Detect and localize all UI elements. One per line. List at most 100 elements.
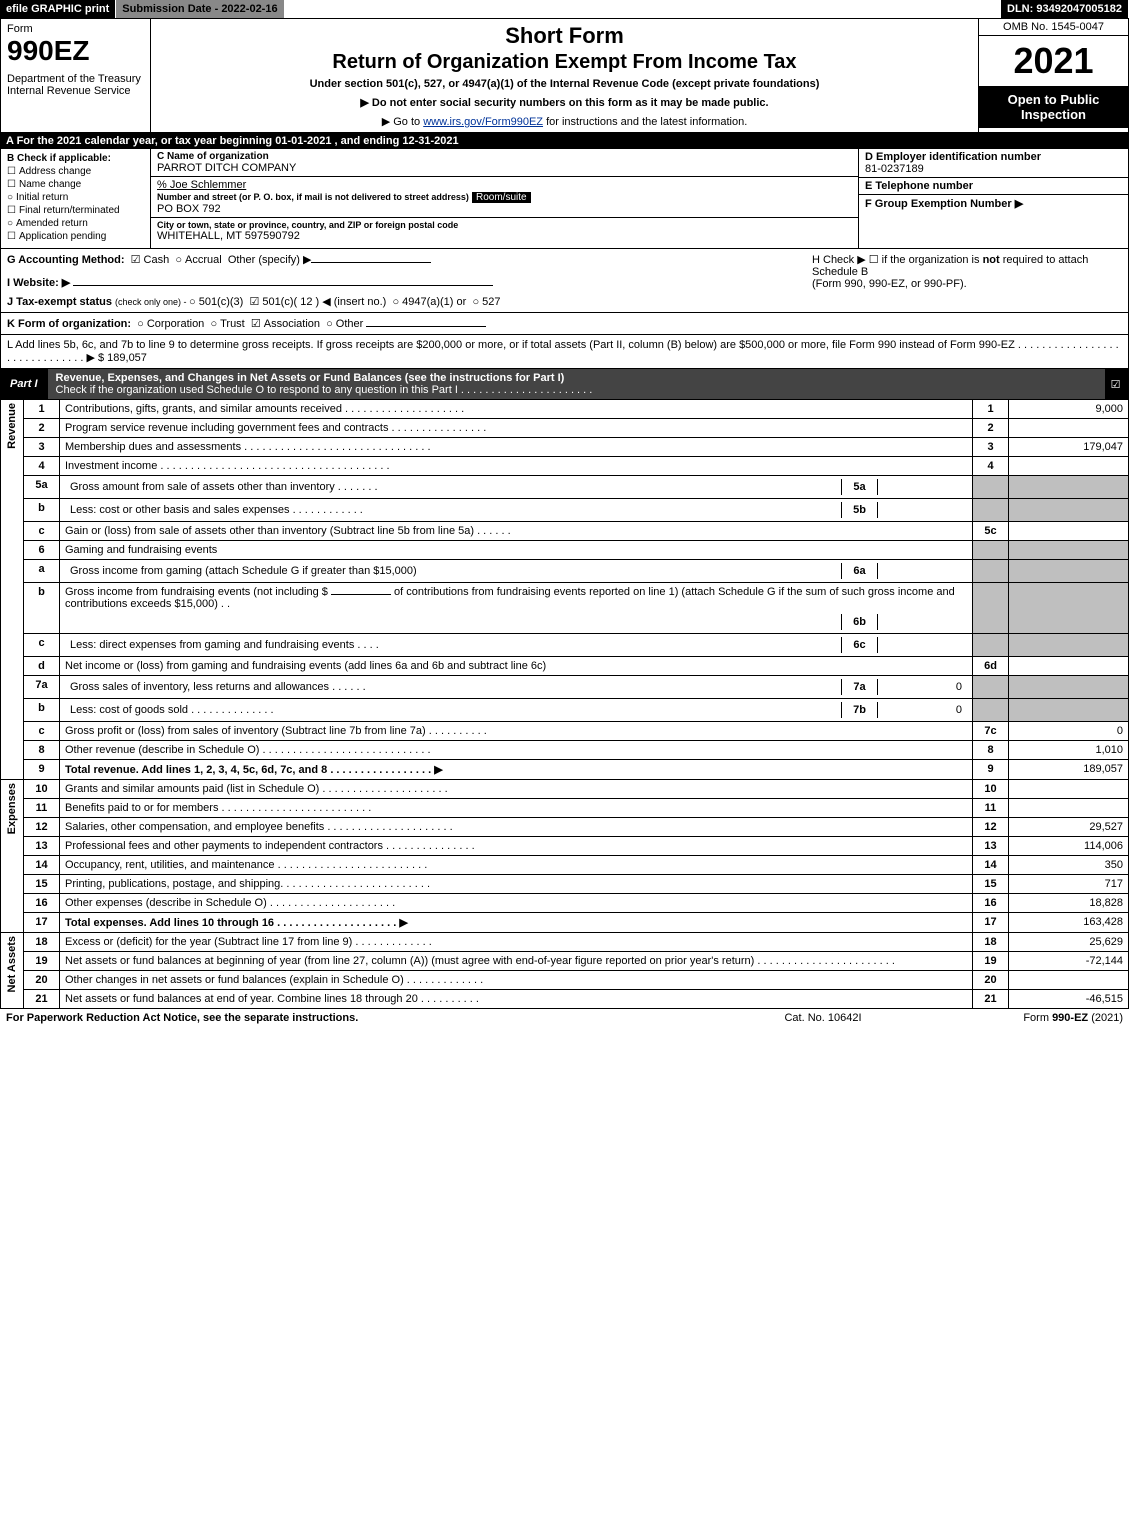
l5a-ibox: 5a — [841, 479, 877, 495]
gh-left: G Accounting Method: Cash Accrual Other … — [7, 253, 802, 308]
title-return: Return of Organization Exempt From Incom… — [157, 51, 972, 74]
l4-desc: Investment income . . . . . . . . . . . … — [60, 457, 973, 476]
k-trust-label: Trust — [220, 318, 245, 330]
l4-box: 4 — [973, 457, 1009, 476]
k-other[interactable] — [326, 318, 336, 330]
g-accrual[interactable] — [175, 254, 185, 266]
f-group-label: F Group Exemption Number ▶ — [865, 198, 1023, 210]
l18-amt: 25,629 — [1009, 933, 1129, 952]
l2-desc: Program service revenue including govern… — [60, 419, 973, 438]
row-a-period: A For the 2021 calendar year, or tax yea… — [0, 133, 1129, 149]
k-assoc[interactable] — [251, 318, 264, 330]
l13-desc: Professional fees and other payments to … — [60, 837, 973, 856]
website-input[interactable] — [73, 285, 493, 286]
cb-initial-return[interactable]: Initial return — [7, 192, 144, 203]
c-name-row: C Name of organization PARROT DITCH COMP… — [151, 149, 858, 177]
cb-application-pending-label: Application pending — [19, 231, 106, 242]
l10-box: 10 — [973, 780, 1009, 799]
l6c-desc: Less: direct expenses from gaming and fu… — [65, 637, 841, 653]
l7b-amt-shade — [1009, 699, 1129, 722]
l6c-ival — [877, 637, 967, 653]
irs-link[interactable]: www.irs.gov/Form990EZ — [423, 116, 543, 128]
line-5a: 5aGross amount from sale of assets other… — [1, 476, 1129, 499]
j-527[interactable] — [472, 296, 482, 308]
l7a-no: 7a — [24, 676, 60, 699]
cb-name-change-label: Name change — [19, 179, 81, 190]
cb-name-change[interactable]: Name change — [7, 179, 144, 190]
line-16: 16Other expenses (describe in Schedule O… — [1, 894, 1129, 913]
l6b-box-shade — [973, 583, 1009, 634]
l10-no: 10 — [24, 780, 60, 799]
j-4947[interactable] — [392, 296, 402, 308]
h-not: not — [983, 254, 1000, 266]
g-cash[interactable] — [131, 254, 144, 266]
dln: DLN: 93492047005182 — [1001, 0, 1129, 18]
ein-value: 81-0237189 — [865, 163, 924, 175]
c-city-label: City or town, state or province, country… — [157, 220, 852, 230]
l15-no: 15 — [24, 875, 60, 894]
l7b-desc: Less: cost of goods sold . . . . . . . .… — [65, 702, 841, 718]
g-accounting: G Accounting Method: Cash Accrual Other … — [7, 253, 802, 266]
street-address: PO BOX 792 — [157, 203, 221, 215]
j-501c3[interactable] — [189, 296, 199, 308]
l1-amt: 9,000 — [1009, 400, 1129, 419]
cb-amended-return-label: Amended return — [16, 218, 88, 229]
l21-box: 21 — [973, 990, 1009, 1009]
l6b-desc-cell: Gross income from fundraising events (no… — [60, 583, 973, 634]
k-other-input[interactable] — [366, 326, 486, 327]
l5a-amt-shade — [1009, 476, 1129, 499]
l18-desc: Excess or (deficit) for the year (Subtra… — [60, 933, 973, 952]
l6d-box: 6d — [973, 657, 1009, 676]
l14-amt: 350 — [1009, 856, 1129, 875]
line-15: 15Printing, publications, postage, and s… — [1, 875, 1129, 894]
l5a-desc-cell: Gross amount from sale of assets other t… — [60, 476, 973, 499]
expenses-label: Expenses — [1, 780, 24, 933]
e-phone: E Telephone number — [859, 178, 1128, 195]
line-17: 17Total expenses. Add lines 10 through 1… — [1, 913, 1129, 933]
g-other-input[interactable] — [311, 262, 431, 263]
l8-amt: 1,010 — [1009, 741, 1129, 760]
line-9: 9Total revenue. Add lines 1, 2, 3, 4, 5c… — [1, 760, 1129, 780]
l6a-amt-shade — [1009, 560, 1129, 583]
l7a-ival: 0 — [877, 679, 967, 695]
cb-amended-return[interactable]: Amended return — [7, 218, 144, 229]
b-header: B Check if applicable: — [7, 153, 111, 164]
l6c-ibox: 6c — [841, 637, 877, 653]
l6b-blank[interactable] — [331, 594, 391, 595]
l13-amt: 114,006 — [1009, 837, 1129, 856]
k-other-label: Other — [336, 318, 364, 330]
line-6d: dNet income or (loss) from gaming and fu… — [1, 657, 1129, 676]
k-corp[interactable] — [137, 318, 147, 330]
c-street-label: Number and street (or P. O. box, if mail… — [157, 192, 469, 202]
l6a-desc: Gross income from gaming (attach Schedul… — [65, 563, 841, 579]
instr-link: ▶ Go to www.irs.gov/Form990EZ for instru… — [157, 115, 972, 128]
l6-no: 6 — [24, 541, 60, 560]
cb-application-pending[interactable]: Application pending — [7, 231, 144, 242]
k-row: K Form of organization: Corporation Trus… — [0, 313, 1129, 335]
header-left: Form 990EZ Department of the Treasury In… — [1, 19, 151, 132]
k-trust[interactable] — [210, 318, 220, 330]
line-3: 3Membership dues and assessments . . . .… — [1, 438, 1129, 457]
g-accrual-label: Accrual — [185, 254, 222, 266]
cb-final-return[interactable]: Final return/terminated — [7, 205, 144, 216]
l6-box-shade — [973, 541, 1009, 560]
part-i-checkbox[interactable] — [1105, 378, 1129, 391]
cb-address-change-label: Address change — [19, 166, 91, 177]
footer-r-post: (2021) — [1088, 1012, 1123, 1024]
efile-print[interactable]: efile GRAPHIC print — [0, 0, 116, 18]
h-text3: (Form 990, 990-EZ, or 990-PF). — [812, 278, 967, 290]
l8-box: 8 — [973, 741, 1009, 760]
l7a-amt-shade — [1009, 676, 1129, 699]
l3-desc: Membership dues and assessments . . . . … — [60, 438, 973, 457]
netassets-label-text: Net Assets — [6, 936, 18, 992]
cb-address-change[interactable]: Address change — [7, 166, 144, 177]
l6b-no: b — [24, 583, 60, 634]
j-501c[interactable] — [249, 296, 262, 308]
spacer — [285, 0, 1001, 18]
l7b-desc-cell: Less: cost of goods sold . . . . . . . .… — [60, 699, 973, 722]
l18-no: 18 — [24, 933, 60, 952]
l6c-desc-cell: Less: direct expenses from gaming and fu… — [60, 634, 973, 657]
l17-no: 17 — [24, 913, 60, 933]
l6a-desc-cell: Gross income from gaming (attach Schedul… — [60, 560, 973, 583]
e-phone-label: E Telephone number — [865, 180, 973, 192]
